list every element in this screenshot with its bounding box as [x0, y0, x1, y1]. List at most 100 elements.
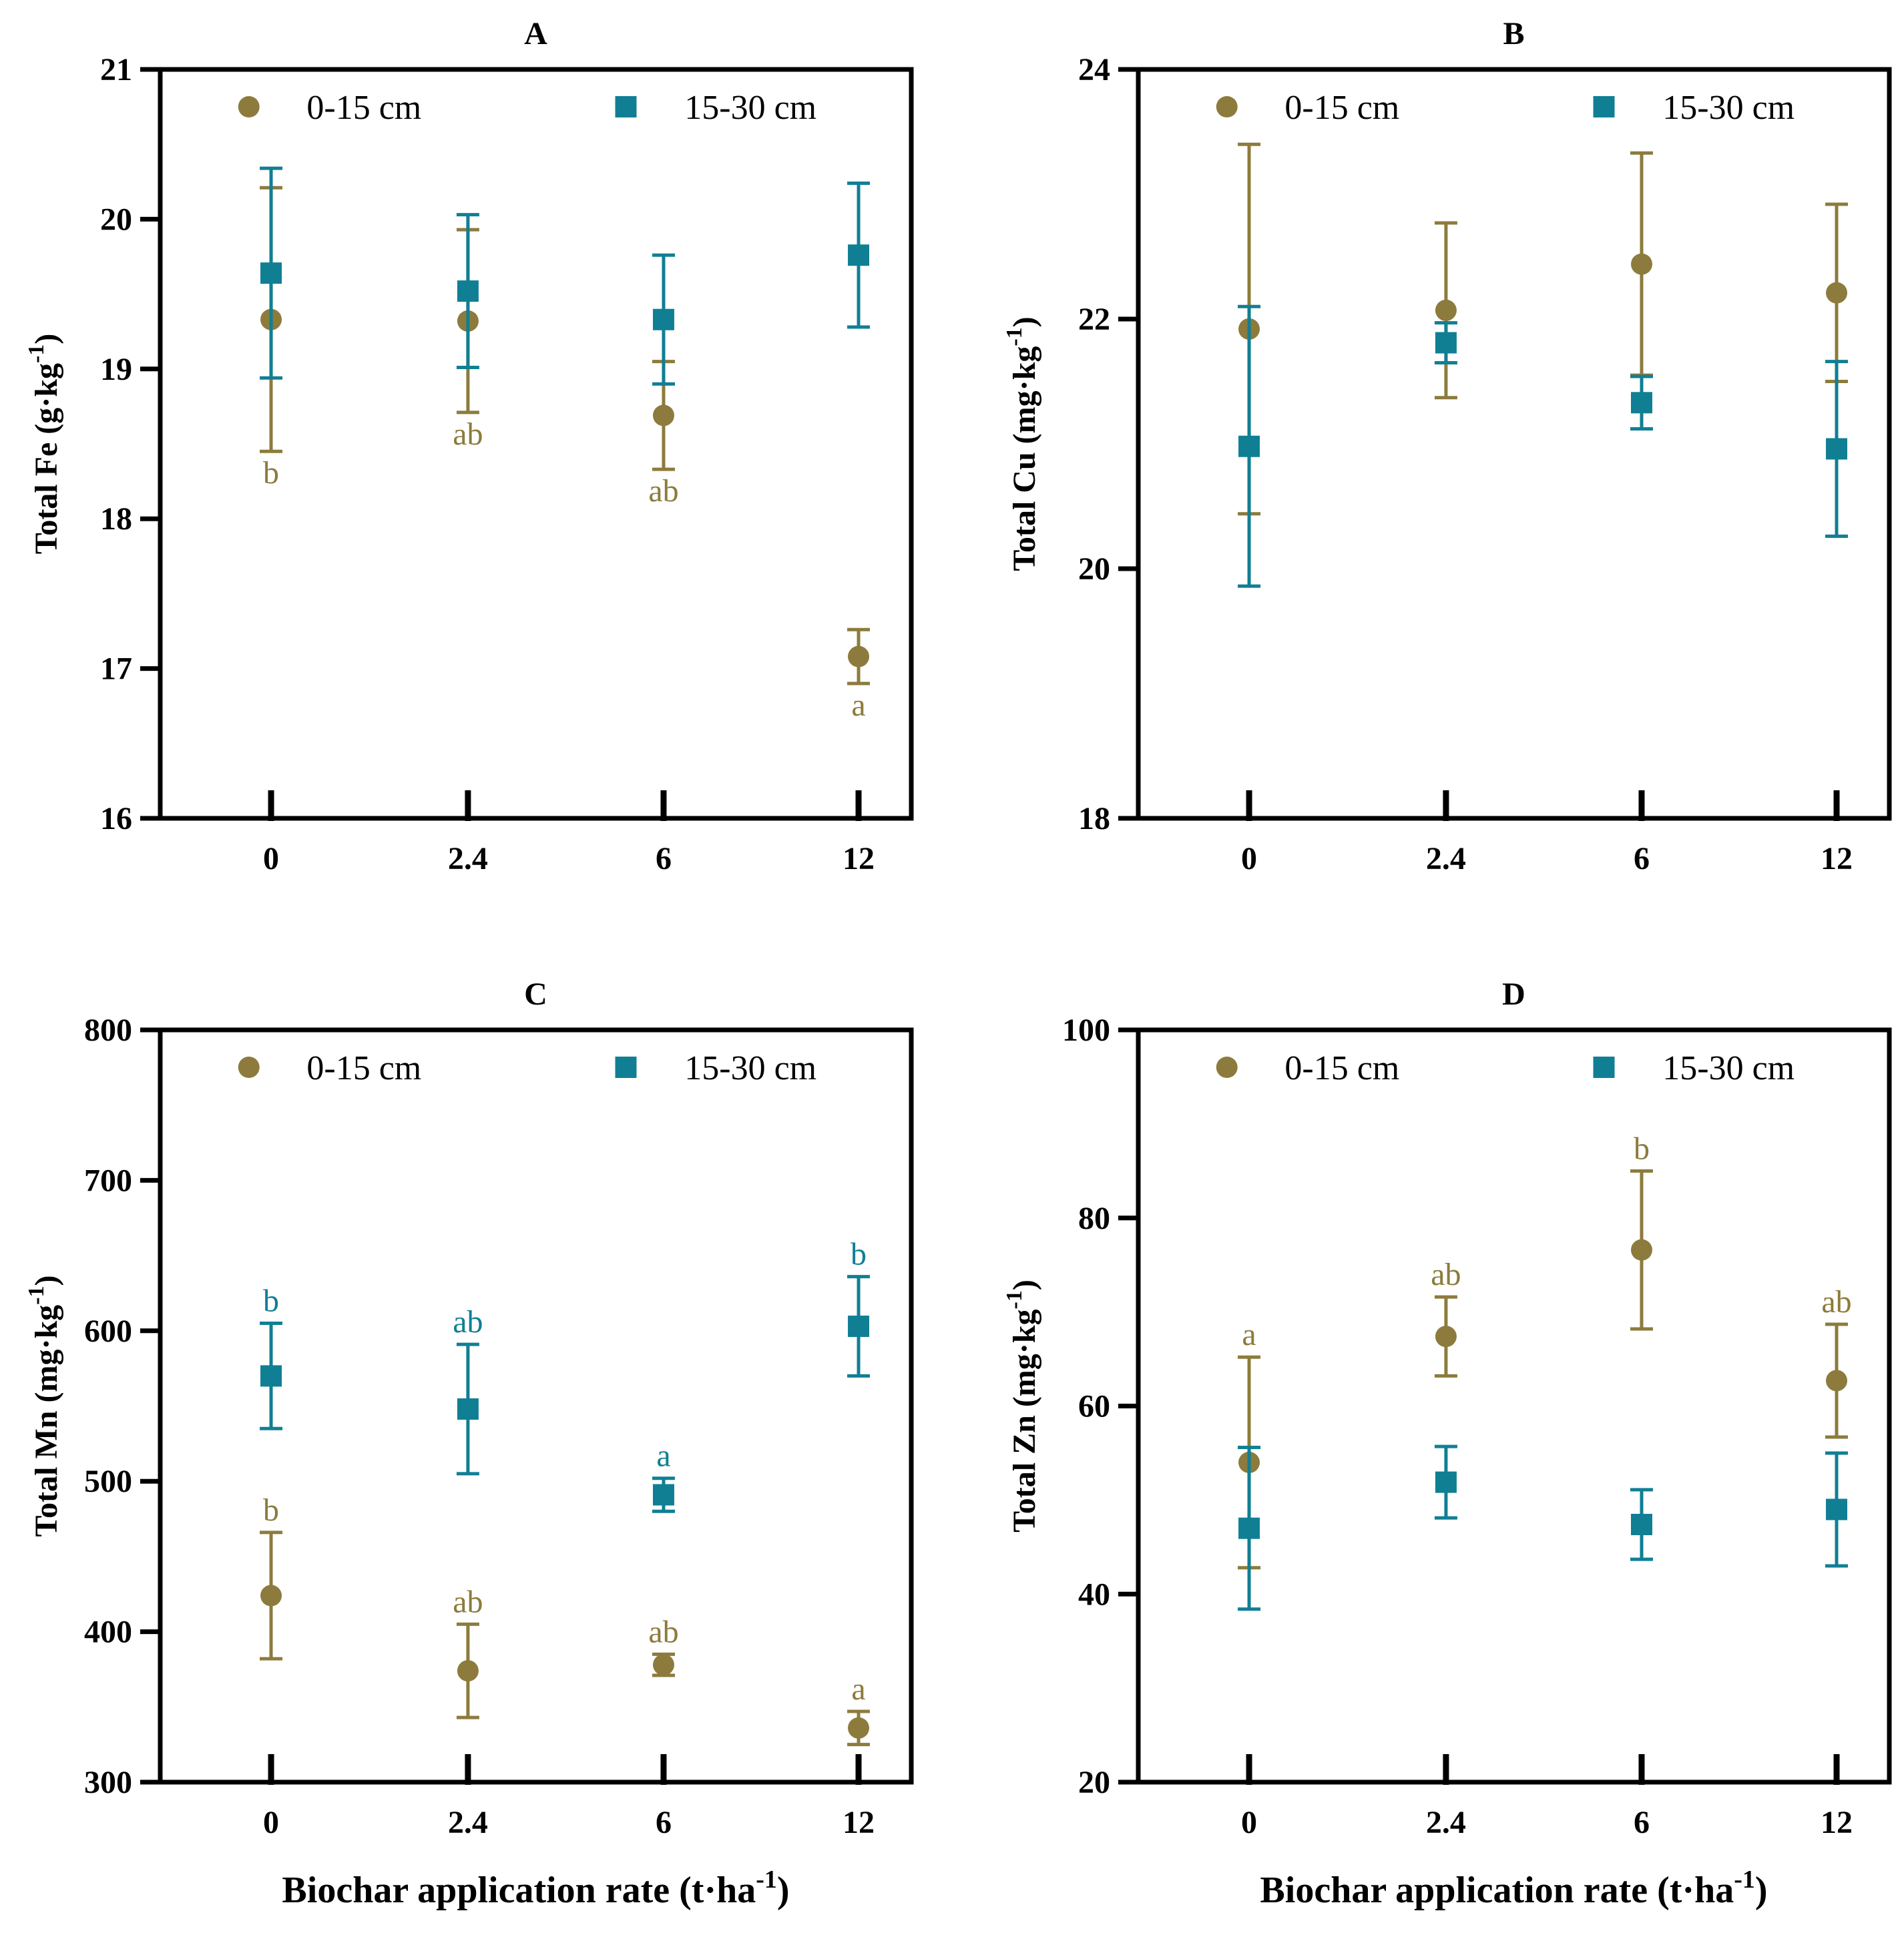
significance-label: ab — [1431, 1257, 1461, 1292]
y-axis-title-sup: -1 — [24, 344, 49, 363]
significance-label: b — [851, 1237, 867, 1272]
legend-circle-marker — [1216, 96, 1238, 117]
y-axis-title-close: ) — [29, 334, 64, 344]
x-tick-label: 0 — [263, 1805, 279, 1840]
data-point-circle — [1630, 1239, 1652, 1261]
data-point-circle — [1826, 282, 1848, 304]
y-axis-title: Total Zn (mg·kg-1) — [1002, 1280, 1042, 1533]
data-point-circle — [1435, 299, 1457, 321]
plot-frame — [1136, 1027, 1892, 1785]
y-axis-title-sup: -1 — [1002, 1290, 1027, 1309]
legend-circle-marker — [238, 96, 260, 117]
y-tick-label: 60 — [1078, 1389, 1110, 1424]
significance-label: a — [656, 1438, 670, 1474]
plot-frame — [1136, 67, 1892, 821]
data-point-square — [1238, 1517, 1260, 1539]
panel-title: A — [524, 16, 547, 51]
data-point-square — [260, 262, 282, 284]
legend-square-marker — [1593, 96, 1615, 117]
x-axis-title-close: ) — [777, 1870, 790, 1911]
y-tick-label: 400 — [84, 1615, 132, 1650]
x-tick-label: 6 — [1634, 1805, 1650, 1840]
y-tick-label: 500 — [84, 1464, 132, 1499]
significance-label: b — [263, 1284, 279, 1319]
x-tick-label: 2.4 — [448, 841, 488, 876]
x-axis-titles: Biochar application rate (t·ha-1) Biochar… — [282, 1866, 1767, 1911]
y-tick-label: 17 — [100, 651, 132, 687]
x-tick-label: 0 — [263, 841, 279, 876]
legend-label: 0-15 cm — [1284, 89, 1399, 127]
significance-label: ab — [453, 1584, 483, 1619]
data-point-circle — [848, 1717, 870, 1739]
significance-label: a — [1242, 1317, 1256, 1352]
data-point-square — [260, 1365, 282, 1387]
legend-square-marker — [1593, 1057, 1615, 1078]
legend-label: 15-30 cm — [1662, 1049, 1795, 1087]
significance-label: a — [851, 1671, 865, 1707]
y-tick-label: 700 — [84, 1163, 132, 1198]
legend-label: 0-15 cm — [1284, 1049, 1399, 1087]
y-axis-title-close: ) — [1007, 1280, 1042, 1290]
data-point-circle — [652, 1654, 674, 1676]
data-point-square — [1435, 1471, 1457, 1493]
chart-panel-a: A 16 17 18 19 20 21 0 2.4 6 12 Total Fe (g·kg-1) 0-1… — [24, 16, 914, 876]
y-tick-label: 18 — [1078, 801, 1110, 836]
chart-panel-c: C 300 400 500 600 700 800 0 2.4 6 12 Total Mn (mg·k… — [24, 977, 914, 1840]
legend-label: 0-15 cm — [306, 89, 421, 127]
x-tick-label: 0 — [1241, 1805, 1257, 1840]
x-axis-title-sup: -1 — [1734, 1866, 1755, 1894]
data-point-square — [848, 1316, 870, 1338]
panel-title: D — [1502, 977, 1525, 1012]
data-point-circle — [1435, 1326, 1457, 1348]
data-point-circle — [260, 1585, 282, 1607]
data-point-square — [652, 308, 674, 330]
significance-label: ab — [453, 417, 483, 452]
y-tick-label: 300 — [84, 1765, 132, 1800]
chart-panel-b: B 18 20 22 24 0 2.4 6 12 Total Cu (mg·kg-1) 0-15 c… — [1002, 16, 1892, 876]
x-tick-label: 2.4 — [1426, 841, 1466, 876]
x-tick-label: 6 — [656, 841, 672, 876]
x-tick-label: 12 — [1821, 841, 1853, 876]
y-tick-label: 800 — [84, 1013, 132, 1048]
y-tick-label: 100 — [1062, 1013, 1110, 1048]
y-axis-title-sup: -1 — [1002, 327, 1027, 346]
data-point-circle — [652, 404, 674, 427]
x-tick-label: 2.4 — [1426, 1805, 1466, 1840]
panel-title: C — [524, 977, 547, 1012]
data-point-square — [1630, 392, 1652, 414]
data-point-square — [1826, 438, 1848, 460]
y-tick-label: 600 — [84, 1314, 132, 1349]
significance-label: a — [851, 687, 865, 723]
data-point-circle — [1630, 253, 1652, 275]
legend-square-marker — [615, 1057, 637, 1078]
plot-frame — [158, 67, 914, 821]
significance-label: ab — [453, 1304, 483, 1340]
legend-circle-marker — [238, 1057, 260, 1078]
x-tick-label: 12 — [843, 1805, 875, 1840]
y-axis-title: Total Cu (mg·kg-1) — [1002, 316, 1042, 571]
x-axis-title-close: ) — [1755, 1870, 1768, 1911]
data-point-square — [1435, 332, 1457, 354]
legend-label: 15-30 cm — [684, 89, 816, 127]
y-axis-title-close: ) — [29, 1276, 64, 1286]
y-tick-label: 22 — [1078, 302, 1110, 337]
chart-panel-d: D 20 40 60 80 100 0 2.4 6 12 Total Zn (mg·kg-1) 0-1… — [1002, 977, 1892, 1840]
y-tick-label: 16 — [100, 801, 132, 836]
y-tick-label: 21 — [100, 52, 132, 87]
data-point-square — [848, 244, 870, 266]
x-tick-label: 6 — [656, 1805, 672, 1840]
data-point-square — [1630, 1514, 1652, 1536]
x-tick-label: 12 — [843, 841, 875, 876]
data-point-square — [457, 1398, 479, 1420]
significance-label: ab — [1821, 1284, 1851, 1320]
y-axis-title-sup: -1 — [24, 1286, 49, 1305]
x-axis-title: Biochar application rate (t·ha-1) — [282, 1866, 789, 1911]
x-tick-label: 2.4 — [448, 1805, 488, 1840]
y-tick-label: 19 — [100, 352, 132, 387]
y-tick-label: 20 — [1078, 1765, 1110, 1800]
x-axis-title: Biochar application rate (t·ha-1) — [1260, 1866, 1767, 1911]
panel-title: B — [1503, 16, 1524, 51]
y-axis-title: Total Fe (g·kg-1) — [24, 334, 64, 555]
